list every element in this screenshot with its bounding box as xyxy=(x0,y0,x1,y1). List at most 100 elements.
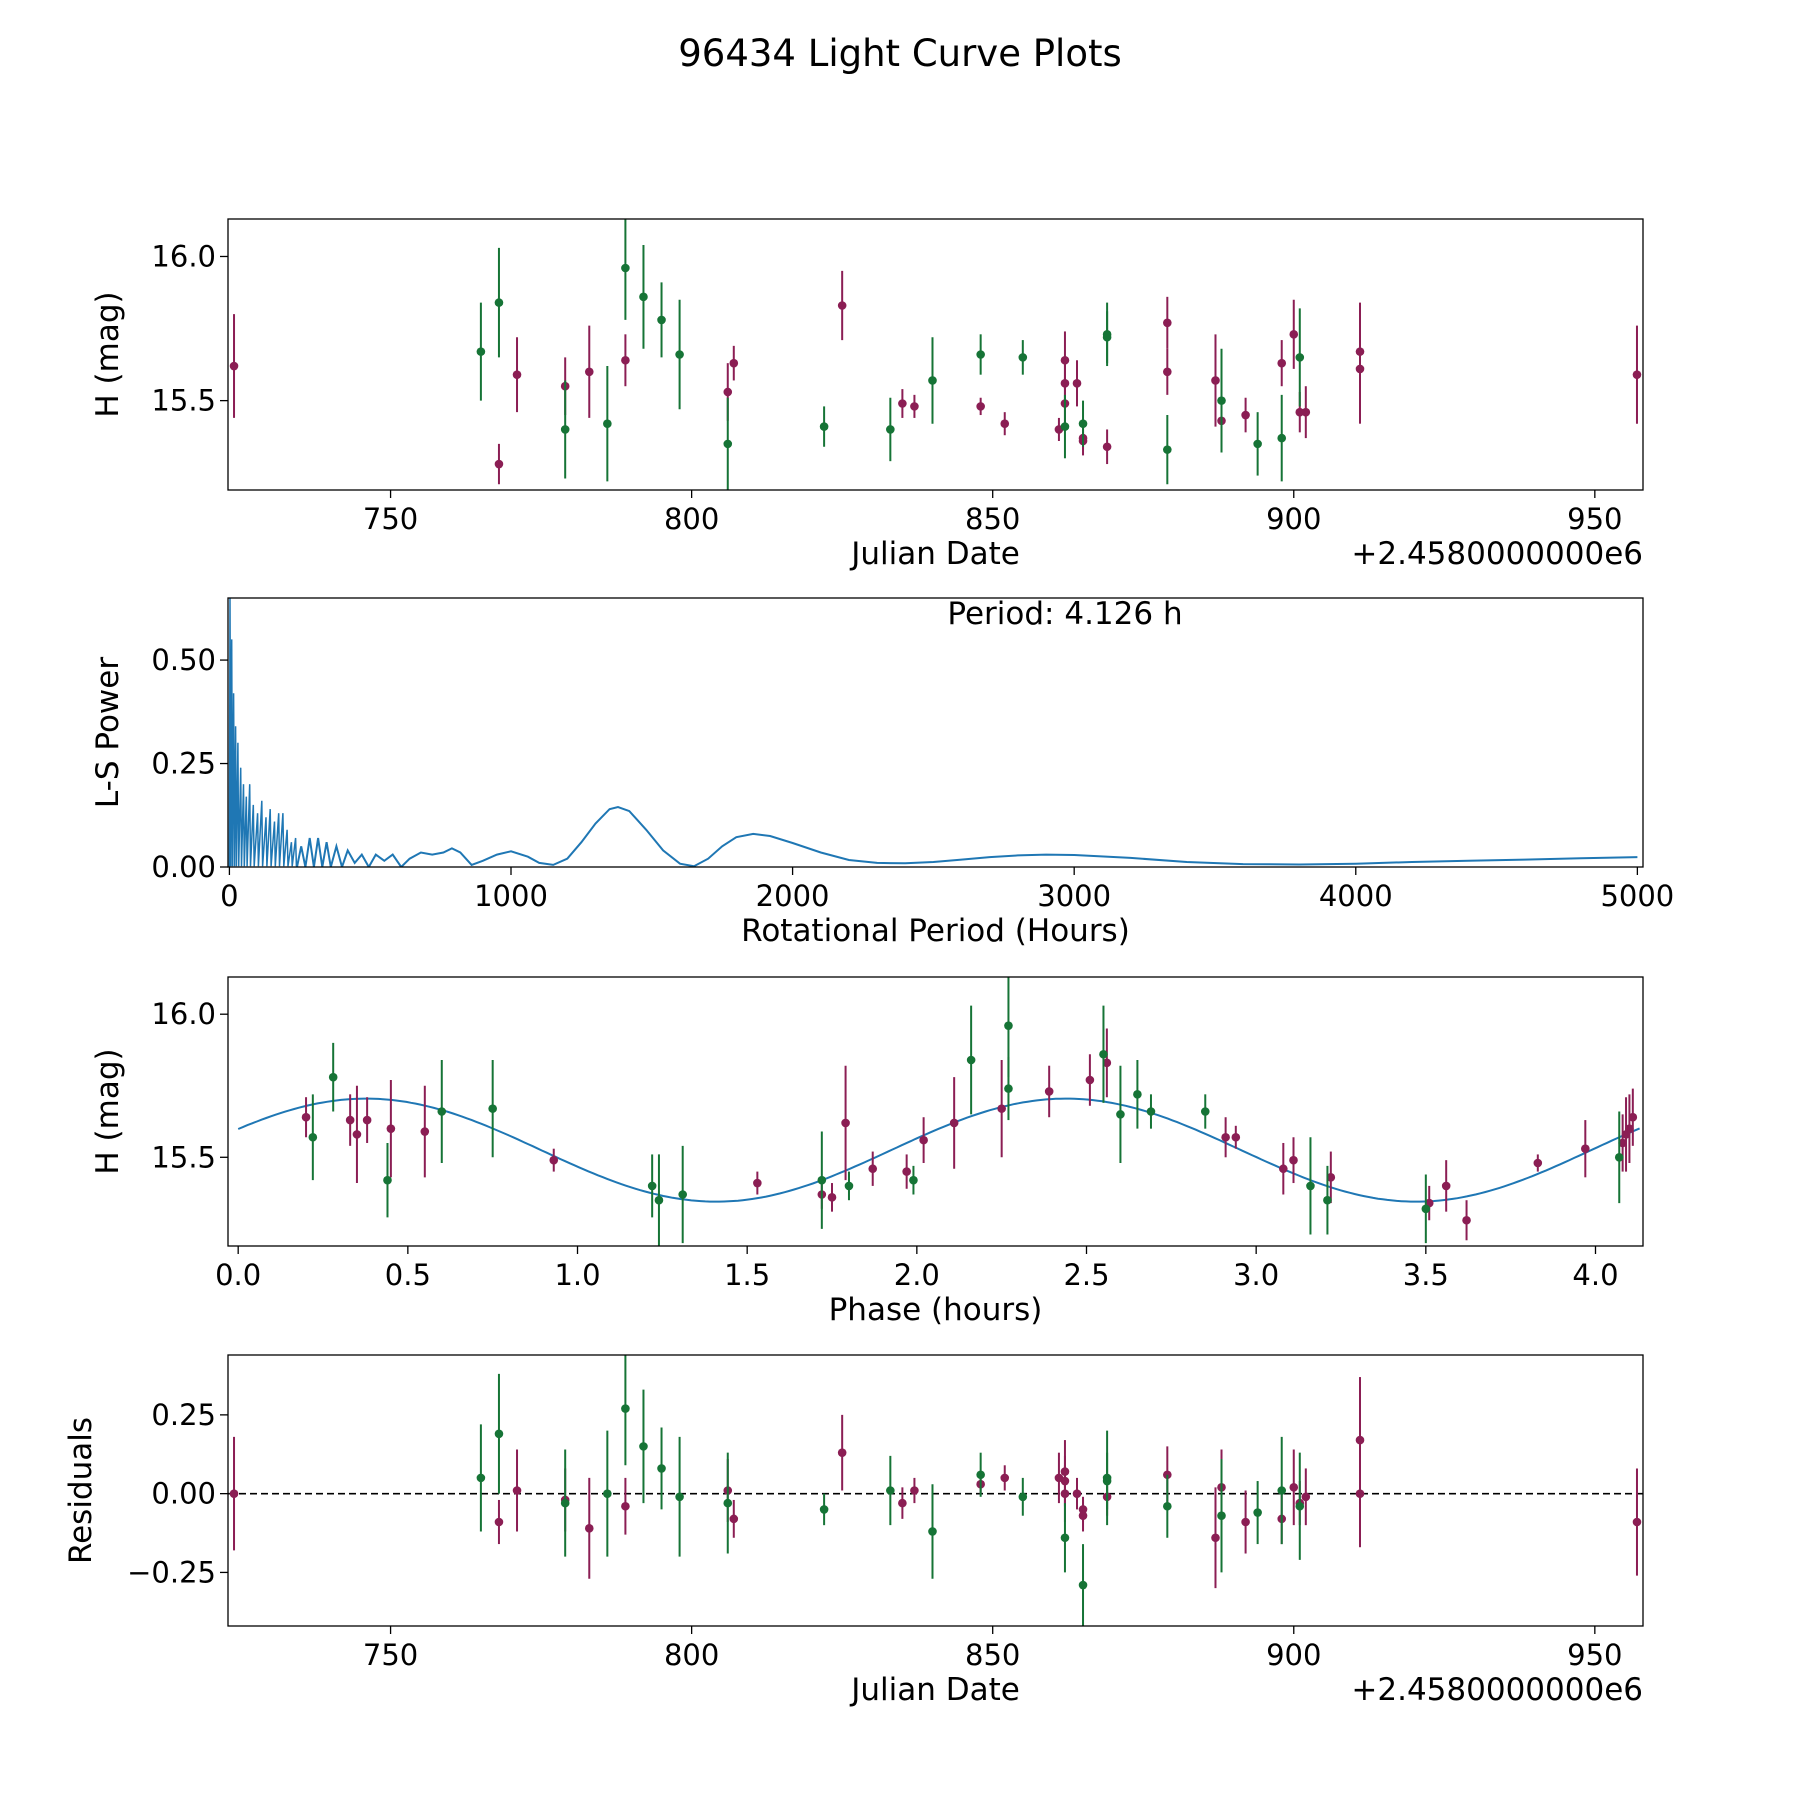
data-point xyxy=(1102,330,1112,339)
series-band-b xyxy=(476,219,1305,490)
data-point xyxy=(1078,1511,1088,1521)
data-point xyxy=(837,1448,847,1457)
data-point xyxy=(976,350,985,359)
data-point xyxy=(976,402,985,411)
data-point xyxy=(898,399,907,408)
data-point xyxy=(1146,1107,1156,1116)
panel-lightcurve: 750 800 850 900 950 15.5 16.0 Julian Date H (mag… xyxy=(90,218,1644,572)
x-tick-label: 1.5 xyxy=(724,1258,770,1292)
data-point xyxy=(910,1486,919,1495)
data-point xyxy=(584,367,594,377)
data-point xyxy=(1628,1112,1638,1122)
data-point xyxy=(512,370,522,379)
x-tick-label: 850 xyxy=(965,1638,1020,1672)
series-band-a xyxy=(301,1028,1638,1241)
x-tick-label: 950 xyxy=(1567,502,1622,536)
period-annotation: Period: 4.126 h xyxy=(947,596,1182,632)
data-point xyxy=(919,1135,928,1145)
data-point xyxy=(229,1489,239,1498)
periodogram-spikes xyxy=(228,598,298,867)
data-point xyxy=(1253,439,1262,449)
x-tick-label: 2000 xyxy=(756,879,830,913)
data-point xyxy=(494,298,504,307)
data-point xyxy=(1301,1492,1311,1502)
data-point xyxy=(345,1115,355,1125)
x-tick-label: 1000 xyxy=(474,879,548,913)
x-tick-label: 900 xyxy=(1266,1638,1321,1672)
panel-periodogram: 0 1000 2000 3000 4000 5000 0.00 0.25 0.50 Rotatio… xyxy=(90,596,1674,949)
data-point xyxy=(1279,1164,1288,1174)
model-fit-curve xyxy=(237,1097,1640,1203)
y-tick-label: −0.25 xyxy=(127,1555,216,1589)
data-point xyxy=(494,1517,504,1527)
data-point xyxy=(898,1498,907,1508)
data-point xyxy=(1163,367,1172,377)
data-point xyxy=(1323,1195,1332,1205)
x-tick-label: 1.0 xyxy=(554,1258,600,1292)
data-point xyxy=(837,301,847,310)
data-point xyxy=(1004,1084,1013,1093)
data-point xyxy=(841,1118,850,1128)
data-point xyxy=(1217,396,1226,405)
data-point xyxy=(1277,358,1287,368)
axes-frame xyxy=(227,597,1644,868)
data-point xyxy=(997,1104,1006,1113)
data-point xyxy=(328,1072,338,1082)
data-point xyxy=(654,1195,664,1205)
data-point xyxy=(549,1155,559,1165)
data-point xyxy=(1078,419,1088,428)
data-point xyxy=(1211,376,1220,385)
data-point xyxy=(1355,364,1365,374)
data-point xyxy=(1102,1058,1112,1068)
x-tick-label: 5000 xyxy=(1600,879,1674,913)
data-point xyxy=(868,1164,878,1174)
y-tick-label: 15.5 xyxy=(151,384,216,418)
data-point xyxy=(844,1181,854,1191)
data-point xyxy=(1072,379,1082,388)
x-tick-label: 0.5 xyxy=(385,1258,431,1292)
figure-title: 96434 Light Curve Plots xyxy=(678,32,1122,75)
data-point xyxy=(639,292,648,302)
data-point xyxy=(678,1190,688,1199)
x-offset-label: +2.4580000000e6 xyxy=(1351,1672,1643,1708)
data-point xyxy=(383,1175,392,1185)
y-tick-label: 15.5 xyxy=(151,1140,216,1174)
data-point xyxy=(1614,1152,1624,1162)
data-point xyxy=(1221,1132,1230,1142)
panel-phased: 0.0 0.5 1.0 1.5 2.0 2.5 3.0 3.5 4.0 15.5 16.0 Phase… xyxy=(90,976,1644,1328)
axes-frame xyxy=(227,1354,1644,1627)
series-band-a xyxy=(229,1377,1642,1589)
y-axis-label: H (mag) xyxy=(90,1048,126,1174)
plot-area-periodogram xyxy=(228,598,1638,867)
data-point xyxy=(1200,1107,1210,1116)
data-point xyxy=(909,1175,918,1185)
data-point xyxy=(621,1404,630,1413)
data-point xyxy=(827,1193,837,1202)
y-tick-label: 0.25 xyxy=(151,747,216,781)
data-point xyxy=(886,425,895,434)
data-point xyxy=(753,1178,762,1188)
data-point xyxy=(1326,1173,1336,1182)
y-axis-label: H (mag) xyxy=(90,291,126,417)
x-tick-label: 750 xyxy=(363,502,418,536)
data-point xyxy=(902,1167,911,1176)
data-point xyxy=(1355,1435,1365,1445)
data-point xyxy=(1295,353,1305,362)
x-tick-label: 900 xyxy=(1266,502,1321,536)
plot-area-phased xyxy=(237,977,1640,1246)
data-point xyxy=(1289,1483,1299,1492)
data-point xyxy=(1277,433,1287,443)
data-point xyxy=(1000,419,1010,428)
x-tick-label: 3.5 xyxy=(1403,1258,1449,1292)
data-point xyxy=(1099,1049,1108,1059)
data-point xyxy=(1078,1580,1088,1590)
data-point xyxy=(1163,1501,1172,1511)
y-axis-label: Residuals xyxy=(63,1417,99,1564)
data-point xyxy=(1060,1476,1070,1486)
axes-frame xyxy=(227,218,1644,491)
data-point xyxy=(1253,1508,1262,1517)
data-point xyxy=(1133,1090,1142,1099)
data-point xyxy=(647,1181,657,1191)
data-point xyxy=(1116,1110,1125,1119)
